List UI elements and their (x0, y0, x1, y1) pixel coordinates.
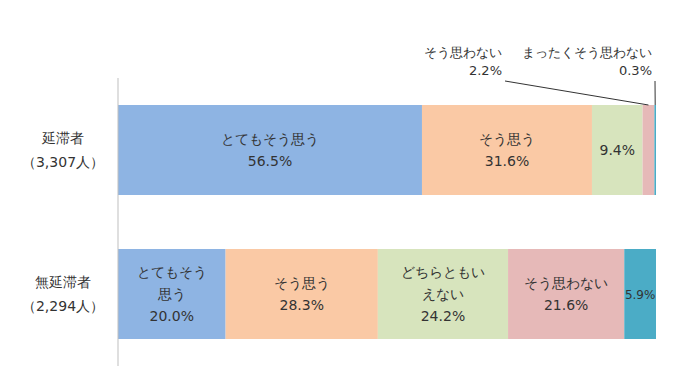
svg-text:56.5%: 56.5% (248, 153, 292, 169)
svg-text:2.2%: 2.2% (469, 63, 502, 78)
svg-text:9.4%: 9.4% (599, 142, 635, 158)
svg-text:（3,307人）: （3,307人） (22, 154, 104, 170)
svg-text:28.3%: 28.3% (279, 297, 323, 313)
svg-text:そう思わない: そう思わない (524, 275, 608, 291)
svg-text:31.6%: 31.6% (485, 153, 529, 169)
svg-text:そう思わない: そう思わない (424, 45, 502, 60)
svg-text:思う: 思う (157, 286, 186, 302)
svg-text:えない: えない (422, 286, 464, 302)
svg-text:どちらともい: どちらともい (401, 264, 485, 280)
svg-text:とてもそう: とてもそう (137, 264, 207, 280)
svg-text:5.9%: 5.9% (625, 288, 656, 302)
svg-text:無延滞者: 無延滞者 (35, 274, 91, 290)
svg-text:（2,294人）: （2,294人） (22, 298, 104, 314)
svg-text:そう思う: そう思う (479, 131, 535, 147)
svg-text:延滞者: 延滞者 (41, 130, 84, 146)
svg-text:0.3%: 0.3% (619, 63, 652, 78)
svg-text:まったくそう思わない: まったくそう思わない (522, 45, 652, 60)
svg-text:24.2%: 24.2% (421, 308, 465, 324)
svg-text:そう思う: そう思う (274, 275, 330, 291)
svg-text:とてもそう思う: とてもそう思う (221, 131, 319, 147)
svg-text:20.0%: 20.0% (150, 308, 194, 324)
svg-text:21.6%: 21.6% (544, 297, 588, 313)
